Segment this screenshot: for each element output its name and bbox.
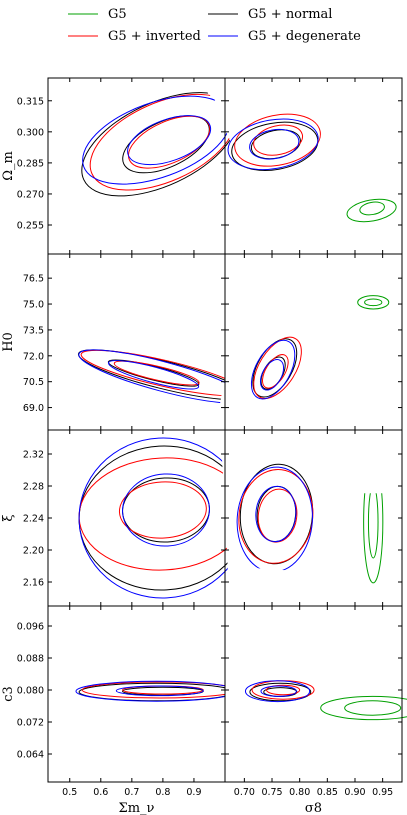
contour-g5-degenerate-r0c0-5: [127, 115, 212, 166]
contour-g5-r0c1-12: [346, 198, 397, 223]
contour-g5-r2c1-41: [367, 493, 379, 559]
contour-g5-degenerate-r0c1-11: [249, 128, 300, 160]
legend-label-g5-normal: G5 + normal: [248, 7, 332, 22]
y-tick-label-r0-2: 0.285: [17, 158, 44, 169]
contour-g5-degenerate-r0c0-4: [82, 95, 232, 185]
panel-frame-r2c1: [224, 429, 403, 607]
contour-g5-normal-r1c1-20: [252, 338, 298, 398]
y-tick-label-r0-3: 0.300: [17, 127, 44, 138]
x-tick-label-c0-4: 0.9: [186, 787, 201, 798]
contour-g5-inverted-r0c0-2: [89, 93, 237, 191]
legend: G5 G5 + normal G5 + inverted G5 + degenerat…: [68, 7, 361, 44]
x-tick-label-c1-4: 0.90: [344, 787, 365, 798]
x-tick-label-c0-0: 0.5: [62, 787, 77, 798]
contour-g5-inverted-r1c0-17: [113, 360, 200, 386]
x-tick-label-c0-3: 0.8: [155, 787, 170, 798]
contour-g5-degenerate-r2c1-38: [236, 466, 313, 573]
contour-g5-inverted-r0c1-9: [253, 124, 304, 156]
panel-frame-r1c1: [224, 253, 403, 431]
contour-g5-inverted-r0c0-3: [128, 115, 211, 169]
contour-g5-r0c1-13: [359, 201, 385, 216]
y-tick-label-r3-1: 0.072: [17, 718, 44, 729]
y-tick-label-r0-1: 0.270: [17, 189, 44, 200]
x-tick-label-c0-1: 0.6: [93, 787, 108, 798]
contour-g5-degenerate-r3c1-52: [244, 680, 311, 703]
contour-g5-r1c1-27: [364, 298, 383, 307]
contour-g5-r2c1-40: [363, 493, 384, 584]
contour-g5-normal-r1c0-15: [107, 359, 200, 387]
contour-g5-degenerate-r0c1-10: [227, 118, 319, 170]
y-axis-label-r3: c3: [1, 686, 16, 702]
y-tick-label-r2-3: 2.28: [23, 482, 44, 493]
y-tick-label-r0-0: 0.255: [17, 221, 44, 232]
y-tick-label-r2-2: 2.24: [23, 514, 44, 525]
contour-g5-inverted-r2c1-36: [238, 469, 314, 564]
y-tick-label-r2-4: 2.32: [23, 450, 44, 461]
contour-g5-inverted-r2c0-31: [118, 481, 207, 539]
contour-g5-degenerate-r2c1-39: [255, 485, 297, 543]
y-tick-label-r3-4: 0.096: [17, 622, 44, 633]
legend-label-g5-degenerate: G5 + degenerate: [248, 29, 361, 44]
x-axis-label-c0: Σm_ν: [119, 801, 155, 815]
y-tick-label-r3-2: 0.080: [17, 686, 44, 697]
y-tick-label-r1-3: 73.5: [23, 325, 44, 336]
contour-g5-degenerate-r1c1-24: [250, 339, 296, 400]
x-tick-label-c1-1: 0.75: [261, 787, 282, 798]
x-tick-label-c1-2: 0.80: [289, 787, 310, 798]
contour-g5-normal-r3c1-48: [249, 682, 312, 702]
contour-g5-inverted-r1c1-23: [262, 354, 289, 389]
y-tick-label-r3-0: 0.064: [17, 750, 44, 761]
contour-g5-normal-r0c1-6: [231, 121, 319, 171]
contour-g5-normal-r0c1-7: [250, 129, 301, 160]
contour-g5-degenerate-r2c0-32: [78, 437, 230, 599]
x-tick-label-c1-3: 0.85: [317, 787, 338, 798]
contour-g5-degenerate-r2c0-33: [122, 473, 210, 547]
y-axis-label-r0: Ω_m: [1, 151, 16, 181]
legend-label-g5-inverted: G5 + inverted: [108, 29, 201, 44]
y-tick-label-r3-3: 0.088: [17, 654, 44, 665]
contour-g5-inverted-r0c1-8: [234, 113, 321, 167]
contour-g5-degenerate-r1c1-25: [259, 359, 285, 391]
contour-g5-r1c1-26: [357, 295, 390, 310]
contour-g5-degenerate-r1c0-19: [108, 360, 200, 390]
y-tick-label-r1-2: 72.0: [23, 351, 44, 362]
y-tick-label-r1-1: 70.5: [23, 377, 44, 388]
y-axis-label-r2: ξ: [1, 514, 16, 521]
contour-g5-r3c1-54: [320, 695, 407, 721]
contour-g5-degenerate-r3c0-47: [115, 685, 204, 697]
y-tick-label-r1-0: 69.0: [23, 403, 44, 414]
y-tick-label-r0-4: 0.315: [17, 96, 44, 107]
y-axis-label-r1: H0: [1, 332, 16, 352]
contour-g5-normal-r0c0-1: [122, 115, 210, 174]
y-tick-label-r1-4: 75.0: [23, 300, 44, 311]
legend-label-g5: G5: [108, 7, 127, 22]
x-tick-label-c1-0: 0.70: [234, 787, 255, 798]
x-axis-label-c1: σ8: [305, 801, 322, 815]
panel-frame-r3c1: [224, 605, 403, 783]
panels: 0.255 0.270 0.285 0.300 0.315 Ω_m 69.0 70.5 72.0…: [1, 77, 407, 815]
contour-g5-r3c1-55: [344, 700, 402, 716]
panel-frame-r1c0: [47, 253, 226, 431]
contour-g5-inverted-r1c1-22: [253, 336, 302, 400]
y-tick-label-r1-5: 76.5: [23, 274, 44, 285]
contour-g5-inverted-r3c0-44: [81, 681, 225, 699]
y-tick-label-r2-1: 2.20: [23, 546, 44, 557]
panel-frame-r2c0: [47, 429, 226, 607]
y-tick-label-r2-0: 2.16: [23, 578, 44, 589]
contour-g5-inverted-r3c1-51: [265, 684, 301, 696]
contour-g5-inverted-r2c0-30: [78, 457, 230, 571]
x-tick-label-c1-5: 0.95: [372, 787, 393, 798]
x-tick-label-c0-2: 0.7: [124, 787, 139, 798]
contour-g5-inverted-r1c0-16: [80, 349, 246, 397]
contour-g5-degenerate-r3c1-53: [260, 685, 297, 697]
contour-g5-degenerate-r3c0-46: [75, 680, 225, 702]
panel-frame-r0c1: [224, 77, 403, 255]
